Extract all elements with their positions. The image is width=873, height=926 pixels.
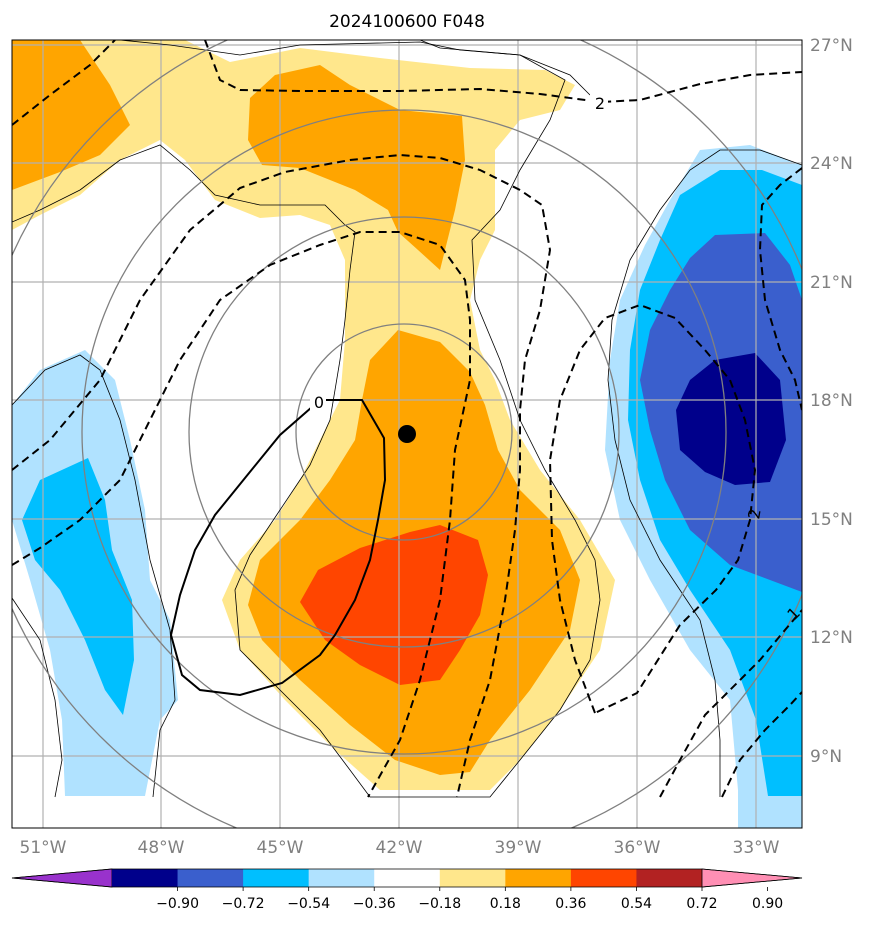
lat-tick-label: 15°N: [810, 510, 853, 530]
colorbar-outline: [11, 868, 803, 888]
dashed-contours: [12, 40, 802, 798]
colorbar: −0.90 −0.72 −0.54 −0.36 −0.18 0.18 0.36 0.54 0.7…: [11, 868, 803, 912]
dashed-contour-se-2: [721, 691, 802, 798]
lat-tick-label: 21°N: [810, 273, 853, 293]
lon-tick-label: 48°W: [138, 838, 185, 858]
lat-tick-label: 18°N: [810, 391, 853, 411]
colorbar-tick-label: −0.18: [418, 896, 461, 912]
lat-tick-label: 24°N: [810, 154, 853, 174]
range-rings: [12, 40, 802, 828]
thin-outline-contour: [12, 40, 601, 798]
colorbar-extend-high: [701, 868, 803, 888]
shade-0.36-0.54-nw: [12, 40, 130, 190]
positive-anomaly-shading: [12, 40, 615, 790]
lon-tick-label: 39°W: [495, 838, 542, 858]
dashed-contour-ring-1: [12, 153, 552, 798]
lat-tick-label: 9°N: [810, 747, 842, 767]
dashed-contour-ne: [758, 167, 802, 411]
dashed-contour-east: [548, 303, 757, 714]
colorbar-segment: [374, 869, 441, 887]
colorbar-tick-label: 0.90: [752, 896, 783, 912]
lon-tick-label: 33°W: [733, 838, 780, 858]
solid-contour-0: [169, 399, 387, 697]
lon-tick-label: 45°W: [257, 838, 304, 858]
contour-label: 2: [595, 94, 605, 113]
colorbar-tick-label: 0.36: [555, 896, 586, 912]
colorbar-segment: [112, 869, 179, 887]
shade-0.54-0.72-core: [300, 525, 488, 685]
thin-outline-contour-west: [12, 354, 176, 798]
colorbar-tick-label: −0.54: [287, 896, 330, 912]
longitude-axis: 51°W 48°W 45°W 42°W 39°W 36°W 33°W: [20, 838, 780, 858]
figure-title: 2024100600 F048: [329, 12, 485, 32]
colorbar-segment: [308, 869, 375, 887]
thin-outline-contour-ne: [119, 40, 591, 96]
contour-label: 2: [744, 507, 764, 520]
colorbar-segment: [505, 869, 572, 887]
latitude-axis: 27°N 24°N 21°N 18°N 15°N 12°N 9°N: [810, 36, 853, 767]
colorbar-segment: [243, 869, 310, 887]
colorbar-tick-label: −0.36: [353, 896, 396, 912]
colorbar-segment: [570, 869, 637, 887]
lon-tick-label: 51°W: [20, 838, 67, 858]
shade-minus-0.36-west: [22, 458, 134, 715]
lat-tick-label: 27°N: [810, 36, 853, 56]
lon-tick-label: 36°W: [614, 838, 661, 858]
colorbar-segment: [636, 869, 703, 887]
dashed-contour-2-north: [204, 40, 802, 104]
storm-center-marker: [398, 425, 416, 443]
shade-0.36-0.54-north: [248, 65, 465, 270]
colorbar-tick-label: −0.72: [222, 896, 265, 912]
lat-tick-label: 12°N: [810, 628, 853, 648]
contour-label: 0: [314, 393, 324, 412]
dashed-contour-ring-2: [12, 231, 471, 798]
thin-outline-contour-sw: [12, 597, 63, 798]
colorbar-segment: [439, 869, 506, 887]
shade-minus-0.72-east: [676, 353, 786, 485]
colorbar-tick-label: 0.18: [490, 896, 521, 912]
colorbar-tick-label: 0.72: [686, 896, 717, 912]
map-frame: [11, 39, 803, 829]
dashed-contour-se-1: [659, 609, 802, 798]
map-panel: 0 2 2 1: [12, 40, 802, 828]
colorbar-extend-low: [11, 868, 113, 888]
colorbar-tick-label: 0.54: [621, 896, 652, 912]
lon-tick-label: 42°W: [376, 838, 423, 858]
colorbar-tick-label: −0.90: [156, 896, 199, 912]
colorbar-segment: [177, 869, 244, 887]
thin-outline-contour-east: [607, 149, 802, 797]
